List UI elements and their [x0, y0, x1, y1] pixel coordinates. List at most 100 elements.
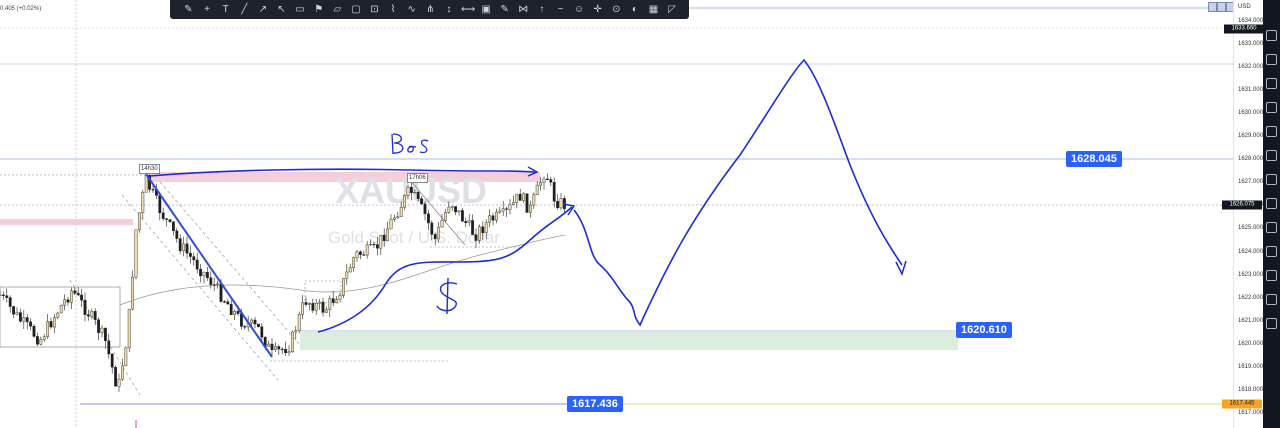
flag-icon[interactable]: ⚑ [314, 4, 324, 15]
candle-body [301, 302, 304, 315]
candle-body [287, 351, 291, 354]
candle-body [93, 311, 97, 320]
candle-body [403, 195, 406, 208]
candle-body [474, 234, 478, 241]
sidebar-tool-icon[interactable] [1266, 174, 1277, 185]
forecast-path[interactable] [573, 58, 903, 327]
brush-icon[interactable]: ⌇ [390, 4, 396, 15]
arrow-icon[interactable]: ↖ [277, 4, 286, 15]
window-button[interactable] [1208, 2, 1217, 12]
price-tick: 1622.000 [1238, 294, 1264, 301]
rectangle-icon[interactable]: ▭ [295, 4, 305, 15]
sidebar-tool-icon[interactable] [1266, 222, 1277, 233]
cross-tool-icon[interactable]: ✛ [593, 4, 602, 15]
icon-icon[interactable]: ☺ [573, 4, 585, 15]
candle-body [522, 193, 526, 201]
candle-body [205, 271, 209, 278]
candle-body [274, 346, 277, 350]
forecast-icon[interactable]: ↑ [539, 4, 545, 15]
pattern-icon[interactable]: ⋈ [518, 4, 529, 15]
pencil-icon[interactable]: ✎ [184, 4, 193, 15]
price-tick: 1627.000 [1238, 179, 1264, 186]
candle-body [457, 210, 461, 213]
sidebar-tool-icon[interactable] [1266, 54, 1277, 65]
window-button[interactable] [1217, 2, 1226, 12]
candle-body [549, 179, 553, 183]
candle-body [478, 226, 481, 241]
sidebar-tool-icon[interactable] [1266, 150, 1277, 161]
eye-icon[interactable]: ◐ [631, 4, 638, 15]
top-scroll-strip[interactable] [689, 7, 1209, 9]
bos-hand-line[interactable] [149, 168, 536, 177]
candle-body [297, 314, 301, 331]
supply-zone[interactable] [145, 172, 540, 182]
measure-icon[interactable]: ↕ [446, 4, 452, 15]
candle-body [535, 184, 539, 195]
chart-area[interactable]: XAUUSD Gold Spot / U.S. Dollar 0.405 (+0… [0, 0, 1233, 428]
candle-body [236, 311, 240, 314]
liquidity-curve[interactable] [317, 206, 573, 333]
price-tick: 1619.000 [1238, 363, 1264, 370]
price-label-icon[interactable]: ⊡ [370, 4, 379, 15]
candle-body [165, 218, 168, 220]
support-price-label[interactable]: 1620.610 [956, 322, 1012, 338]
candle-body [338, 295, 342, 300]
candle-body [12, 306, 15, 315]
sidebar-tool-icon[interactable] [1266, 102, 1277, 113]
candle-body [277, 346, 281, 350]
crosshair-icon[interactable]: + [204, 4, 211, 15]
candle-body [110, 353, 114, 368]
candle-body [325, 309, 328, 313]
path-icon[interactable]: ∿ [407, 4, 416, 15]
price-scale[interactable]: USD 1634.000 1633.000 1632.000 1631.000 1630… [1222, 0, 1264, 428]
candle-body [97, 319, 101, 333]
candle-body [542, 178, 546, 183]
text-icon[interactable]: T [222, 4, 229, 15]
triangle-icon[interactable]: ◸ [668, 4, 676, 15]
sidebar-tool-icon[interactable] [1266, 294, 1277, 305]
demand-zone[interactable] [300, 331, 958, 350]
bos-arrowhead [527, 166, 539, 177]
candle-body [389, 219, 393, 230]
sidebar-tool-icon[interactable] [1266, 198, 1277, 209]
sidebar-tool-icon[interactable] [1266, 30, 1277, 41]
gann-icon[interactable]: ✎ [500, 4, 509, 15]
callout-icon[interactable]: ▱ [333, 4, 342, 15]
candle-body [399, 207, 403, 217]
sidebar-tool-icon[interactable] [1266, 126, 1277, 137]
sidebar-tool-icon[interactable] [1266, 270, 1277, 281]
currency-label[interactable]: USD [1238, 4, 1251, 10]
candle-body [342, 278, 345, 296]
candle-body [8, 297, 12, 307]
sidebar-tool-icon[interactable] [1266, 318, 1277, 329]
note-icon[interactable]: ▢ [351, 4, 361, 15]
candle-body [120, 365, 124, 380]
candle-body [491, 215, 495, 221]
fib-icon[interactable]: ⟷ [461, 4, 476, 15]
trendline-icon[interactable]: ╱ [241, 4, 248, 15]
low-price-label[interactable]: 1617.436 [567, 396, 623, 412]
ruler-icon[interactable]: ▦ [648, 4, 659, 15]
candle-body [481, 226, 485, 234]
rect-tool-icon[interactable]: ▣ [481, 4, 491, 15]
candle-body [525, 193, 529, 213]
sidebar-tool-icon[interactable] [1266, 246, 1277, 257]
pitchfork-icon[interactable]: ⋔ [426, 4, 435, 15]
target-icon[interactable]: ⊙ [612, 4, 621, 15]
supply-zone-left[interactable] [0, 219, 133, 225]
candle-body [552, 182, 556, 202]
candle-body [253, 319, 257, 325]
curve-icon[interactable]: ~ [557, 4, 564, 15]
candle-body [484, 222, 488, 234]
line-icon[interactable]: ↗ [258, 4, 268, 15]
candle-body [556, 201, 560, 209]
resistance-price-label[interactable]: 1628.045 [1066, 151, 1122, 167]
sidebar-tool-icon[interactable] [1266, 78, 1277, 89]
candle-body [56, 312, 60, 318]
chart-canvas[interactable]: XAUUSD Gold Spot / U.S. Dollar [0, 0, 1233, 428]
candle-body [188, 252, 192, 257]
candle-body [209, 277, 213, 285]
candle-body [127, 308, 131, 349]
trendline-drawing[interactable] [145, 173, 273, 358]
candle-body [42, 336, 46, 340]
